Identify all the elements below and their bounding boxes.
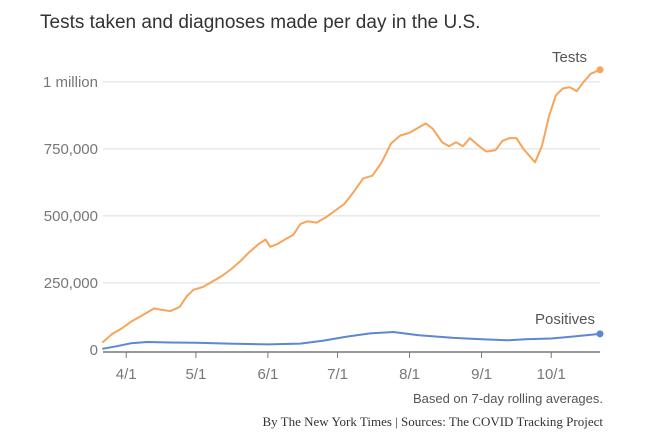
grid-layer <box>103 81 600 284</box>
series-label-positives: Positives <box>535 311 595 328</box>
series-label-layer: Tests Positives <box>535 49 595 328</box>
x-tick-label: 9/1 <box>471 366 492 383</box>
y-tick-label: 0 <box>90 342 98 359</box>
chart-title: Tests taken and diagnoses made per day i… <box>40 12 481 33</box>
source-credit: By The New York Times | Sources: The COV… <box>262 414 604 429</box>
series-end-dot-positives <box>596 330 604 338</box>
y-tick-label: 1 million <box>43 74 98 91</box>
x-axis: 4/1 5/1 6/1 7/1 8/1 9/1 10/1 <box>103 351 600 383</box>
series-label-tests: Tests <box>552 49 587 66</box>
series-layer <box>102 66 604 350</box>
x-tick-label: 6/1 <box>257 366 278 383</box>
x-tick-label: 5/1 <box>185 366 206 383</box>
x-tick-label: 8/1 <box>399 366 420 383</box>
y-tick-label: 500,000 <box>44 208 98 225</box>
y-tick-label: 250,000 <box>44 275 98 292</box>
x-tick-label: 7/1 <box>327 366 348 383</box>
y-tick-label: 750,000 <box>44 141 98 158</box>
x-tick-label: 10/1 <box>537 366 566 383</box>
series-end-dot-tests <box>596 66 604 74</box>
footnote: Based on 7-day rolling averages. <box>412 391 603 406</box>
x-tick-label: 4/1 <box>116 366 137 383</box>
series-line-tests <box>102 68 601 343</box>
series-line-positives <box>102 331 601 350</box>
y-axis-tick-labels: 0 250,000 500,000 750,000 1 million <box>43 74 98 359</box>
